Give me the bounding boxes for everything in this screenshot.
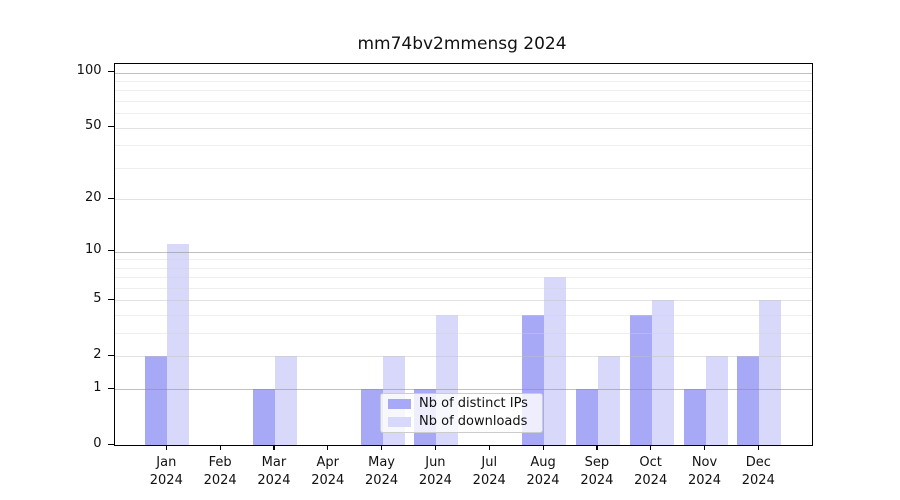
gridline-major-100 xyxy=(114,72,812,74)
y-axis-tick-2 xyxy=(107,354,114,357)
y-tick-label-0: 0 xyxy=(93,435,102,451)
gridline-minor-40 xyxy=(114,145,812,147)
gridline-major-1 xyxy=(114,389,812,391)
gridline-minor-30 xyxy=(114,167,812,169)
y-axis-tick-1 xyxy=(107,387,114,389)
x-tick-label-mar: Mar 2024 xyxy=(257,455,291,488)
y-tick-label-2: 2 xyxy=(93,346,102,362)
y-axis-tick-50 xyxy=(107,126,114,128)
x-axis-tick-sep xyxy=(596,445,598,450)
gridline-minor-4 xyxy=(114,315,812,317)
x-tick-label-dec: Dec 2024 xyxy=(741,455,775,488)
legend-swatch-downloads xyxy=(388,416,411,427)
y-axis-tick-0 xyxy=(107,443,114,445)
x-axis-tick-nov xyxy=(704,445,706,450)
bar-downloads-dec xyxy=(759,300,782,445)
gridline-minor-9 xyxy=(114,259,812,261)
legend-row-downloads: Nb of downloads xyxy=(381,413,542,431)
x-axis-tick-apr xyxy=(327,445,329,450)
bar-distinct-ips-may xyxy=(360,389,383,445)
gridline-minor-70 xyxy=(114,101,812,103)
bar-downloads-nov xyxy=(705,356,728,445)
gridline-minor-90 xyxy=(114,81,812,82)
x-tick-label-jul: Jul 2024 xyxy=(472,455,506,488)
bar-distinct-ips-sep xyxy=(575,389,598,445)
x-axis-tick-jan xyxy=(165,445,167,450)
y-tick-label-1: 1 xyxy=(93,379,102,395)
gridline-minor-6 xyxy=(114,287,812,289)
gridline-minor-8 xyxy=(114,267,812,269)
x-tick-label-nov: Nov 2024 xyxy=(687,455,722,488)
gridline-major-10 xyxy=(114,251,812,253)
legend-swatch-distinct-ips xyxy=(388,398,411,409)
bar-distinct-ips-mar xyxy=(252,389,275,445)
bar-distinct-ips-jan xyxy=(145,356,168,445)
x-axis-tick-may xyxy=(381,445,383,450)
x-axis-tick-aug xyxy=(542,445,544,450)
x-axis-tick-mar xyxy=(273,445,275,450)
gridline-minor-3 xyxy=(114,333,812,335)
y-axis-tick-10 xyxy=(107,250,114,252)
plot-area xyxy=(113,62,813,446)
x-axis-tick-dec xyxy=(757,445,759,450)
x-tick-label-jan: Jan 2024 xyxy=(149,455,183,488)
bar-downloads-mar xyxy=(274,356,297,445)
bar-downloads-oct xyxy=(651,300,674,445)
y-tick-label-50: 50 xyxy=(84,118,102,134)
x-tick-label-may: May 2024 xyxy=(365,455,399,488)
gridline-minor-80 xyxy=(114,90,812,92)
x-tick-label-oct: Oct 2024 xyxy=(634,455,668,488)
x-tick-label-sep: Sep 2024 xyxy=(580,455,614,488)
x-axis-tick-jul xyxy=(488,445,490,450)
y-axis-tick-20 xyxy=(107,197,114,200)
legend-label-distinct-ips: Nb of distinct IPs xyxy=(419,396,528,411)
bar-downloads-sep xyxy=(597,356,620,445)
y-axis-tick-100 xyxy=(107,71,114,73)
x-axis-tick-jun xyxy=(434,445,437,450)
gridline-minor-60 xyxy=(114,113,812,115)
x-axis-tick-oct xyxy=(650,445,652,450)
gridline-2 xyxy=(114,356,812,358)
x-tick-label-apr: Apr 2024 xyxy=(311,455,345,488)
gridline-minor-7 xyxy=(114,277,812,279)
bar-distinct-ips-nov xyxy=(683,389,706,445)
bar-downloads-aug xyxy=(544,277,567,445)
y-tick-label-20: 20 xyxy=(84,189,102,205)
y-tick-label-5: 5 xyxy=(93,290,102,306)
y-axis-tick-5 xyxy=(107,298,114,301)
bar-distinct-ips-oct xyxy=(629,315,652,445)
legend: Nb of distinct IPs Nb of downloads xyxy=(380,392,543,433)
y-tick-label-100: 100 xyxy=(76,63,102,79)
gridline-20 xyxy=(114,199,812,201)
x-tick-label-aug: Aug 2024 xyxy=(526,455,560,488)
bar-distinct-ips-dec xyxy=(737,356,760,445)
bar-downloads-jan xyxy=(167,244,190,445)
gridline-50 xyxy=(114,127,812,129)
x-axis-tick-feb xyxy=(219,445,221,450)
gridline-5 xyxy=(114,300,812,302)
x-tick-label-feb: Feb 2024 xyxy=(203,455,237,488)
y-tick-label-10: 10 xyxy=(84,242,102,257)
x-tick-label-jun: Jun 2024 xyxy=(418,455,452,488)
legend-row-distinct-ips: Nb of distinct IPs xyxy=(381,395,542,413)
legend-label-downloads: Nb of downloads xyxy=(419,414,528,429)
chart-title: mm74bv2mmensg 2024 xyxy=(357,34,567,54)
